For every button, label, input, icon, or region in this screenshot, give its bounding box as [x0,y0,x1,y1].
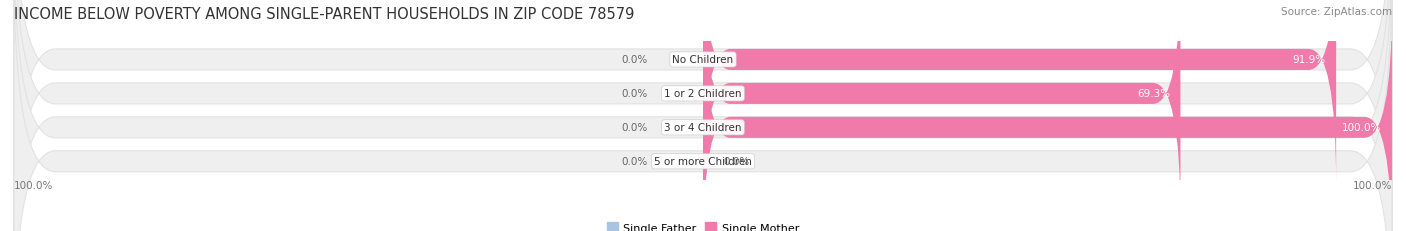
Text: 5 or more Children: 5 or more Children [654,157,752,167]
FancyBboxPatch shape [14,0,1392,231]
FancyBboxPatch shape [14,0,1392,231]
FancyBboxPatch shape [703,0,1181,219]
Text: 1 or 2 Children: 1 or 2 Children [664,89,742,99]
Text: 0.0%: 0.0% [621,123,648,133]
FancyBboxPatch shape [14,0,1392,231]
Text: 100.0%: 100.0% [1353,180,1392,191]
Text: 91.9%: 91.9% [1292,55,1326,65]
Text: 69.3%: 69.3% [1137,89,1170,99]
Text: Source: ZipAtlas.com: Source: ZipAtlas.com [1281,7,1392,17]
Text: 0.0%: 0.0% [621,157,648,167]
FancyBboxPatch shape [703,3,1392,231]
Text: No Children: No Children [672,55,734,65]
Text: 3 or 4 Children: 3 or 4 Children [664,123,742,133]
Text: 100.0%: 100.0% [14,180,53,191]
Legend: Single Father, Single Mother: Single Father, Single Mother [602,218,804,231]
FancyBboxPatch shape [14,0,1392,231]
Text: INCOME BELOW POVERTY AMONG SINGLE-PARENT HOUSEHOLDS IN ZIP CODE 78579: INCOME BELOW POVERTY AMONG SINGLE-PARENT… [14,7,634,22]
Text: 0.0%: 0.0% [724,157,749,167]
Text: 0.0%: 0.0% [621,89,648,99]
Text: 100.0%: 100.0% [1343,123,1382,133]
Text: 0.0%: 0.0% [621,55,648,65]
FancyBboxPatch shape [703,0,1336,185]
